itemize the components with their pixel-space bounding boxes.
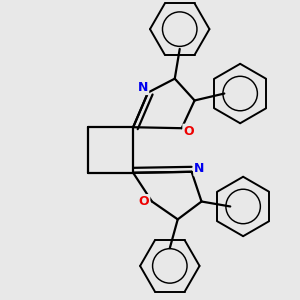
Text: O: O xyxy=(139,195,149,208)
Text: N: N xyxy=(138,81,148,94)
Text: N: N xyxy=(194,162,205,175)
Text: O: O xyxy=(183,125,194,138)
